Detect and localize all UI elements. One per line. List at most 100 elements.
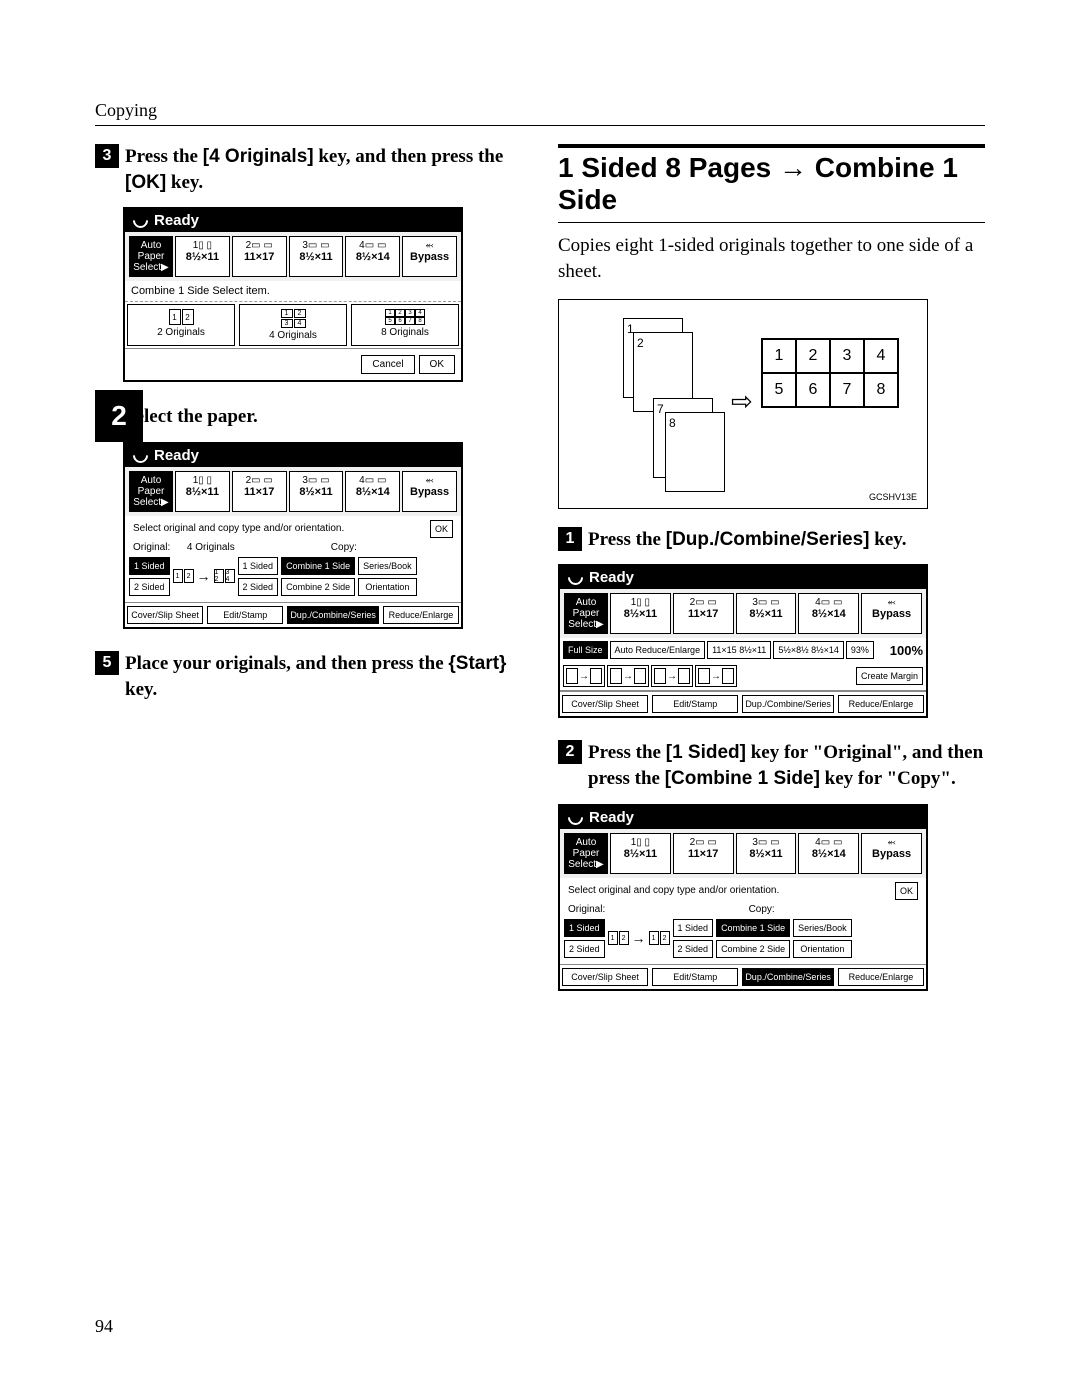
copy-1sided-button[interactable]: 1 Sided <box>238 557 279 575</box>
series-book-button[interactable]: Series/Book <box>358 557 417 575</box>
step-number-icon: 5 <box>95 651 119 675</box>
reduce-enlarge-tab[interactable]: Reduce/Enlarge <box>838 695 924 713</box>
step-number-icon: 1 <box>558 527 582 551</box>
combine-1side-button[interactable]: Combine 1 Side <box>716 919 790 937</box>
original-2sided-button[interactable]: 2 Sided <box>564 940 605 958</box>
copy-2sided-button[interactable]: 2 Sided <box>238 578 279 596</box>
tray-4-button[interactable]: 4▭ ▭8½×14 <box>798 833 859 874</box>
auto-paper-select-button[interactable]: Auto Paper Select▶ <box>564 833 608 874</box>
ss-paper-trays: Auto Paper Select▶ 1▯ ▯8½×11 2▭ ▭11×17 3… <box>125 467 461 516</box>
tray-3-button[interactable]: 3▭ ▭8½×11 <box>289 471 344 512</box>
reduce-enlarge-tab[interactable]: Reduce/Enlarge <box>838 968 924 986</box>
orient-icon: 12 <box>649 931 670 945</box>
tray-4-button[interactable]: 4▭ ▭8½×14 <box>798 593 859 634</box>
step-b: 2 Press the [1 Sided] key for "Original"… <box>558 740 985 791</box>
auto-paper-select-button[interactable]: Auto Paper Select▶ <box>129 236 173 277</box>
combine-icon-1[interactable]: → <box>651 665 693 687</box>
tray-3-button[interactable]: 3▭ ▭8½×11 <box>289 236 344 277</box>
combine-2side-button[interactable]: Combine 2 Side <box>716 940 790 958</box>
step-number-icon: 3 <box>95 144 119 168</box>
original-2sided-button[interactable]: 2 Sided <box>129 578 170 596</box>
bypass-button[interactable]: ⬻Bypass <box>402 236 457 277</box>
original-label: Original: <box>568 904 605 915</box>
ss-status-bar: Ready <box>125 444 461 467</box>
orientation-button[interactable]: Orientation <box>793 940 852 958</box>
cover-slip-tab[interactable]: Cover/Slip Sheet <box>562 968 648 986</box>
combine-2side-button[interactable]: Combine 2 Side <box>281 578 355 596</box>
cover-slip-tab[interactable]: Cover/Slip Sheet <box>562 695 648 713</box>
dup-combine-tab[interactable]: Dup./Combine/Series <box>287 606 379 624</box>
tray-2-button[interactable]: 2▭ ▭11×17 <box>232 471 287 512</box>
orientation-button[interactable]: Orientation <box>358 578 417 596</box>
create-margin-button[interactable]: Create Margin <box>856 667 923 685</box>
cancel-button[interactable]: Cancel <box>361 355 414 374</box>
arrow-icon: → <box>197 568 211 584</box>
screenshot-combine-options: Ready Auto Paper Select▶ 1▯ ▯8½×11 2▭ ▭1… <box>123 207 463 382</box>
screenshot-main-copy: Ready Auto Paper Select▶ 1▯ ▯8½×11 2▭ ▭1… <box>558 564 928 718</box>
step-number-icon: 2 <box>558 740 582 764</box>
page-number: 94 <box>95 1316 113 1337</box>
copy-1sided-button[interactable]: 1 Sided <box>673 919 714 937</box>
section-body: Copies eight 1-sided originals together … <box>558 233 985 284</box>
ok-button[interactable]: OK <box>419 355 455 374</box>
zoom-value: 100% <box>890 643 923 658</box>
tray-2-button[interactable]: 2▭ ▭11×17 <box>232 236 287 277</box>
dup-combine-tab[interactable]: Dup./Combine/Series <box>742 968 834 986</box>
ss-status-bar: Ready <box>560 566 926 589</box>
screenshot-select-paper: Ready Auto Paper Select▶ 1▯ ▯8½×11 2▭ ▭1… <box>123 442 463 629</box>
copy-2sided-button[interactable]: 2 Sided <box>673 940 714 958</box>
edit-stamp-tab[interactable]: Edit/Stamp <box>207 606 283 624</box>
page-header: Copying <box>95 100 985 126</box>
ratio-1-button[interactable]: 11×15 8½×11 <box>707 641 771 659</box>
step-3: 3 Press the [4 Originals] key, and then … <box>95 144 522 195</box>
edit-stamp-tab[interactable]: Edit/Stamp <box>652 695 738 713</box>
auto-paper-select-button[interactable]: Auto Paper Select▶ <box>129 471 173 512</box>
tray-4-button[interactable]: 4▭ ▭8½×14 <box>345 236 400 277</box>
edit-stamp-tab[interactable]: Edit/Stamp <box>652 968 738 986</box>
tray-1-button[interactable]: 1▯ ▯8½×11 <box>610 833 671 874</box>
tray-4-button[interactable]: 4▭ ▭8½×14 <box>345 471 400 512</box>
tray-3-button[interactable]: 3▭ ▭8½×11 <box>736 593 797 634</box>
step-5-text: Place your originals, and then press the… <box>125 651 522 702</box>
8-originals-button[interactable]: 12345678 8 Originals <box>351 304 459 346</box>
ok-button[interactable]: OK <box>895 882 918 900</box>
ratio-2-button[interactable]: 5½×8½ 8½×14 <box>773 641 844 659</box>
duplex-icon-2[interactable]: → <box>607 665 649 687</box>
step-4: 4 Select the paper. <box>95 404 522 430</box>
original-1sided-button[interactable]: 1 Sided <box>129 557 170 575</box>
dup-combine-tab[interactable]: Dup./Combine/Series <box>742 695 834 713</box>
diag-result-grid: 1234 5678 <box>761 338 899 408</box>
pct-button[interactable]: 93% <box>846 641 874 659</box>
arrow-icon: → <box>632 930 646 946</box>
auto-reduce-button[interactable]: Auto Reduce/Enlarge <box>610 641 706 659</box>
bypass-button[interactable]: ⬻Bypass <box>861 593 922 634</box>
tray-1-button[interactable]: 1▯ ▯8½×11 <box>175 236 230 277</box>
tray-2-button[interactable]: 2▭ ▭11×17 <box>673 833 734 874</box>
bypass-button[interactable]: ⬻Bypass <box>402 471 457 512</box>
ss-info-text: Combine 1 Side Select item. <box>125 281 461 302</box>
arrow-icon: ⇨ <box>731 386 753 417</box>
tray-1-button[interactable]: 1▯ ▯8½×11 <box>175 471 230 512</box>
tray-2-button[interactable]: 2▭ ▭11×17 <box>673 593 734 634</box>
duplex-icon-1[interactable]: → <box>563 665 605 687</box>
ss-paper-trays: Auto Paper Select▶ 1▯ ▯8½×11 2▭ ▭11×17 3… <box>560 829 926 878</box>
cover-slip-tab[interactable]: Cover/Slip Sheet <box>127 606 203 624</box>
tray-3-button[interactable]: 3▭ ▭8½×11 <box>736 833 797 874</box>
screenshot-orient-2: Ready Auto Paper Select▶ 1▯ ▯8½×11 2▭ ▭1… <box>558 804 928 991</box>
full-size-button[interactable]: Full Size <box>563 641 608 659</box>
original-1sided-button[interactable]: 1 Sided <box>564 919 605 937</box>
2-originals-button[interactable]: 12 2 Originals <box>127 304 235 346</box>
combine-icon-2[interactable]: → <box>695 665 737 687</box>
right-column: 1 Sided 8 Pages → Combine 1 Side Copies … <box>558 144 985 1013</box>
step-a-text: Press the [Dup./Combine/Series] key. <box>588 527 985 553</box>
reduce-enlarge-tab[interactable]: Reduce/Enlarge <box>383 606 459 624</box>
4-originals-button[interactable]: 1234 4 Originals <box>239 304 347 346</box>
section-title: 1 Sided 8 Pages → Combine 1 Side <box>558 144 985 223</box>
diagram-id: GCSHV13E <box>869 492 917 502</box>
tray-1-button[interactable]: 1▯ ▯8½×11 <box>610 593 671 634</box>
auto-paper-select-button[interactable]: Auto Paper Select▶ <box>564 593 608 634</box>
ok-button[interactable]: OK <box>430 520 453 538</box>
bypass-button[interactable]: ⬻Bypass <box>861 833 922 874</box>
combine-1side-button[interactable]: Combine 1 Side <box>281 557 355 575</box>
series-book-button[interactable]: Series/Book <box>793 919 852 937</box>
